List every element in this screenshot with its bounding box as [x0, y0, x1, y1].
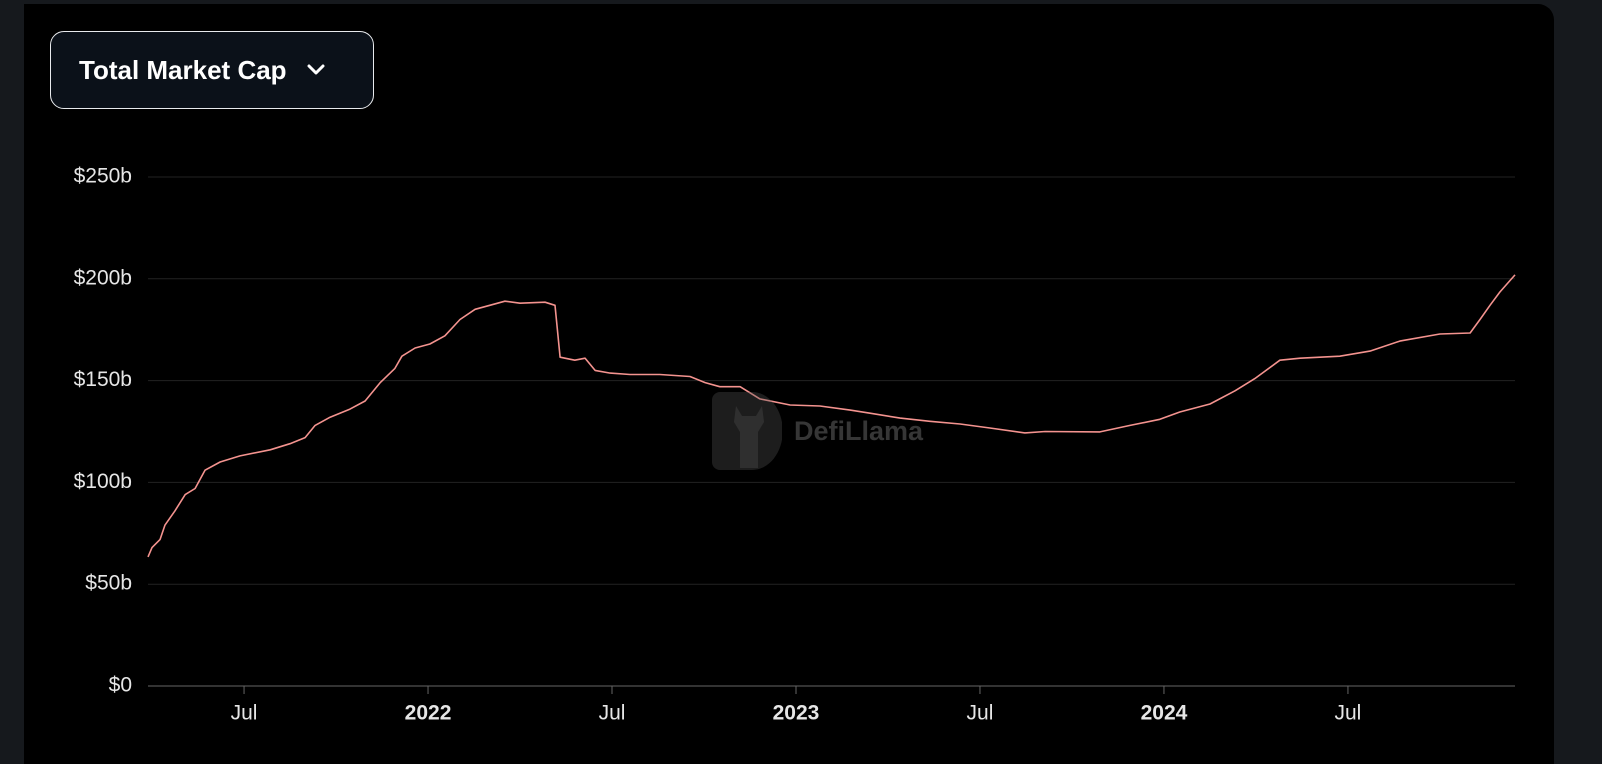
y-tick-label: $0 [109, 674, 132, 697]
y-tick-label: $200b [74, 266, 132, 289]
x-tick-label: Jul [231, 702, 258, 725]
watermark: DefiLlama [712, 392, 923, 470]
chevron-icon [307, 64, 325, 75]
x-tick-label: 2023 [773, 702, 820, 725]
watermark-text: DefiLlama [794, 415, 924, 446]
x-tick-label: Jul [599, 702, 626, 725]
selector-label: Total Market Cap [79, 54, 287, 85]
y-tick-label: $50b [85, 572, 132, 595]
data-line [147, 274, 1516, 558]
chart-card [24, 4, 1554, 764]
x-tick-label: 2022 [405, 702, 452, 725]
x-tick-label: Jul [967, 702, 994, 725]
y-tick-label: $250b [74, 165, 132, 188]
metric-selector[interactable]: Total Market Cap [50, 31, 374, 109]
x-tick-label: 2024 [1141, 702, 1188, 725]
y-tick-label: $150b [74, 368, 132, 391]
y-tick-label: $100b [74, 470, 132, 493]
x-tick-label: Jul [1335, 702, 1362, 725]
watermark-logo [712, 392, 782, 470]
